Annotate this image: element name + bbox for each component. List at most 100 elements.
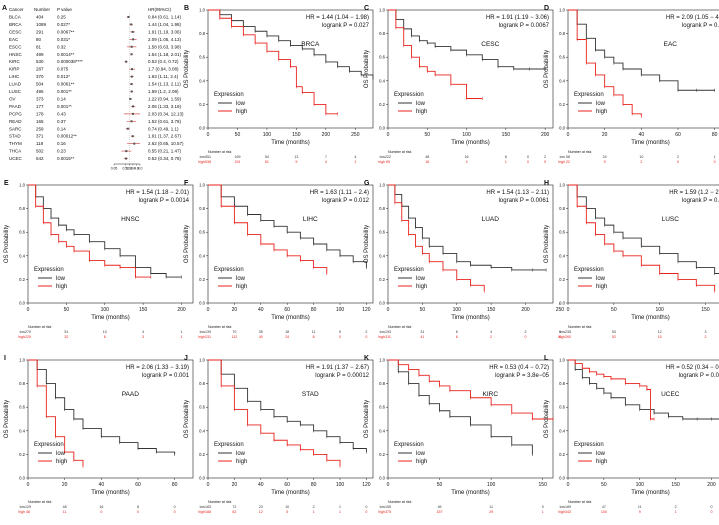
y-tick-label: 0.8 (379, 206, 385, 211)
forest-point (130, 120, 133, 123)
risk-count-low: 193 (385, 330, 391, 334)
y-tick-label: 0.8 (559, 31, 565, 36)
plot-frame (387, 184, 554, 304)
legend-label-high: high (596, 459, 607, 465)
y-tick-label: 0.4 (199, 78, 205, 83)
km-curve-low (28, 359, 176, 455)
legend-label-high: high (416, 459, 427, 465)
forest-hr-text: 1.59 (1.2, 2.09) (148, 89, 179, 94)
x-tick-label: 60 (284, 307, 290, 313)
risk-row-label-low: low (20, 505, 26, 509)
forest-header-cancer: Cancer (9, 7, 24, 12)
legend-title: Expression (34, 442, 64, 448)
forest-cancer-label: LUAD (9, 82, 22, 87)
km-curve-high (208, 9, 338, 115)
forest-cancer-label: KIRC (9, 59, 21, 64)
forest-hr-text: 0.55 (0.21, 1.47) (148, 149, 182, 154)
forest-number: 530 (36, 59, 44, 64)
risk-count-high: 9 (639, 510, 641, 514)
forest-hr-text: 2.09 (1.05, 4.13) (148, 37, 182, 42)
forest-pvalue: 0.001** (57, 89, 72, 94)
y-tick-label: 1.0 (559, 358, 565, 363)
y-tick-label: 0.0 (559, 126, 565, 131)
legend-label-high: high (416, 109, 427, 115)
logrank-p: logrank P = 0.0061 (499, 198, 550, 204)
risk-count-high: 29 (489, 510, 493, 514)
risk-row-label-low: low (200, 155, 206, 159)
risk-count-high: 0 (100, 510, 102, 514)
forest-point (132, 105, 135, 108)
risk-row-label-high: high (378, 510, 385, 514)
risk-count-low: 47 (602, 505, 606, 509)
risk-count-low: 139 (205, 330, 211, 334)
risk-row-label-high: high (558, 335, 565, 339)
x-axis-label: Time (months) (91, 315, 129, 321)
forest-number: 495 (36, 89, 44, 94)
forest-pvalue: 0.37 (57, 119, 66, 124)
km-curve-high (28, 184, 151, 278)
risk-count-low: 18 (285, 330, 289, 334)
cancer-name: STAD (302, 391, 319, 398)
legend-title: Expression (574, 442, 604, 448)
y-tick-label: 0.6 (559, 55, 565, 60)
x-tick-label: 0 (567, 307, 570, 313)
legend-label-low: low (236, 276, 246, 282)
x-axis-label: Time (months) (271, 490, 309, 496)
risk-count-low: 5 (339, 330, 341, 334)
x-tick-label: 100 (263, 132, 272, 138)
logrank-p: logrank P = 0.001 (142, 373, 190, 379)
y-tick-label: 0.0 (19, 301, 25, 306)
risk-count-low: 23 (259, 505, 263, 509)
risk-count-low: 2 (365, 330, 367, 334)
forest-hr-text: 1.22 (0.94, 1.59) (148, 96, 182, 101)
y-tick-label: 0.8 (559, 206, 565, 211)
risk-count-high: 188 (205, 510, 211, 514)
forest-cancer-label: STAD (9, 134, 21, 139)
x-tick-label: 100 (655, 307, 664, 313)
risk-count-low: 6 (456, 330, 458, 334)
forest-number: 499 (36, 52, 44, 57)
x-axis-label: Time (months) (631, 315, 669, 321)
risk-row-label-high: high (378, 160, 385, 164)
risk-table-title: Number at risk (568, 325, 592, 329)
risk-count-high: 1 (354, 160, 356, 164)
cancer-name: CESC (481, 41, 499, 48)
hr-annotation: HR = 1.91 (1.37 − 2.67) (306, 365, 369, 371)
risk-count-high: 12 (259, 510, 263, 514)
logrank-p: logrank P = 0.0015 (679, 373, 719, 379)
forest-pvalue: 0.32 (57, 44, 66, 49)
risk-table-title: Number at risk (28, 500, 52, 504)
x-tick-label: 50 (437, 482, 443, 488)
y-tick-label: 0.8 (19, 381, 25, 386)
forest-pvalue: 0.012* (57, 74, 70, 79)
y-tick-label: 1.0 (379, 358, 385, 363)
y-tick-label: 0.0 (199, 476, 205, 481)
risk-row-label-low: low (380, 505, 386, 509)
risk-count-low: 0 (174, 505, 176, 509)
y-tick-label: 0.0 (379, 126, 385, 131)
risk-table-title: Number at risk (208, 325, 232, 329)
legend-title: Expression (34, 267, 64, 273)
km-curve-low (568, 359, 719, 420)
risk-count-high: 1 (313, 510, 315, 514)
legend-label-high: high (236, 109, 247, 115)
forest-pvalue: 0.075 (57, 67, 69, 72)
km-curve-high (568, 184, 716, 292)
y-tick-label: 1.0 (19, 358, 25, 363)
forest-header-pvalue: P value (57, 7, 72, 12)
forest-number: 177 (36, 104, 44, 109)
forest-cancer-label: BRCA (9, 22, 22, 27)
x-tick-label: 150 (701, 307, 710, 313)
km-curve-high (208, 184, 328, 274)
risk-table-title: Number at risk (388, 150, 412, 154)
risk-count-low: 11 (312, 330, 316, 334)
risk-count-high: 112 (232, 335, 238, 339)
risk-count-high: 1 (180, 335, 182, 339)
forest-pvalue: 0.0067** (57, 29, 75, 34)
forest-pvalue: 0.25 (57, 15, 66, 20)
x-tick-label: 0 (27, 307, 30, 313)
legend-title: Expression (394, 442, 424, 448)
legend-label-low: low (596, 276, 606, 282)
